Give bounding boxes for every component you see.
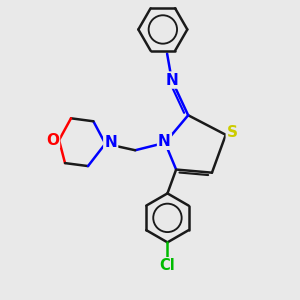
- Text: N: N: [158, 134, 171, 149]
- Text: S: S: [227, 125, 238, 140]
- Text: O: O: [46, 133, 59, 148]
- Text: Cl: Cl: [160, 258, 175, 273]
- Text: N: N: [104, 135, 117, 150]
- Text: N: N: [165, 73, 178, 88]
